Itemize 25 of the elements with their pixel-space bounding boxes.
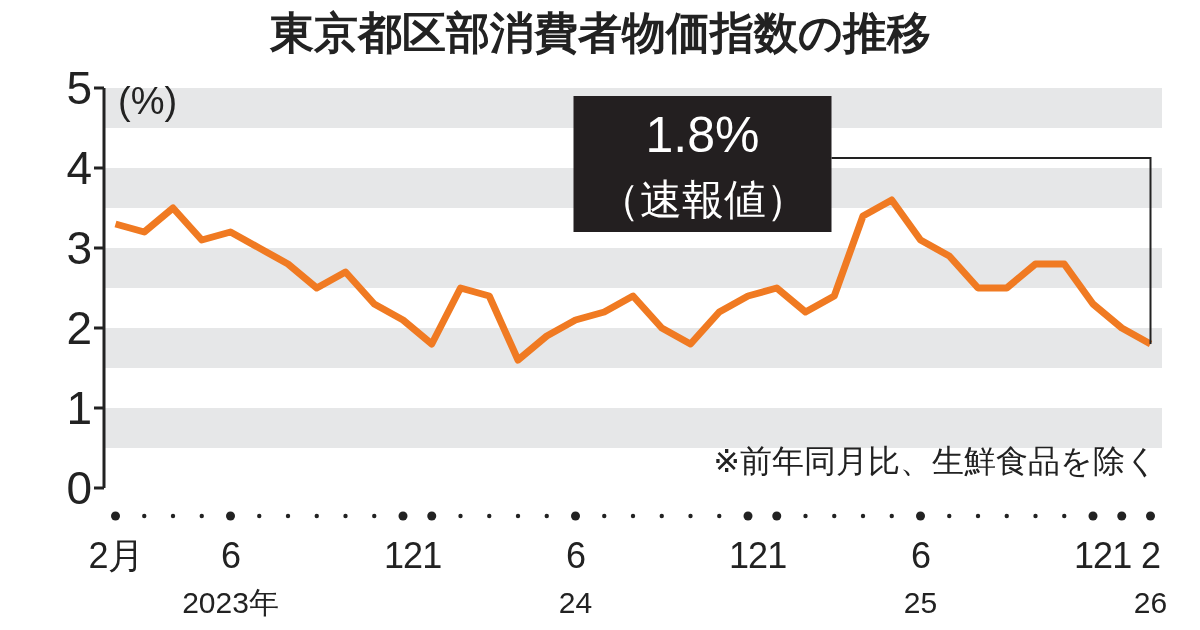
y-tick-label: 5 [66, 62, 92, 115]
x-tick-label: 2 [1140, 535, 1161, 576]
y-tick-label: 0 [66, 462, 92, 515]
text: 2023年 [181, 586, 280, 620]
x-tick-label: 1 [767, 535, 787, 576]
x-tick-label: 12 [728, 535, 768, 576]
x-tick-label: 12 [383, 535, 423, 576]
y-tick-label: 1 [66, 382, 92, 435]
annotation: ※前年同月比、生鮮食品を除く [713, 442, 1158, 481]
y-axis-title: (%) [118, 80, 178, 123]
annotation: 1.8% （速報値） [597, 107, 808, 223]
x-tick-label: 2月 [88, 535, 143, 576]
x-tick-label: 6 [565, 535, 586, 576]
x-tick-label: 12 [1073, 535, 1113, 576]
x-tick-label: 1 [422, 535, 442, 576]
x-tick-label: 6 [220, 535, 241, 576]
x-tick-label: 1 [1112, 535, 1132, 576]
chart-title: 東京都区部消費者物価指数の推移 [268, 7, 932, 59]
y-tick-label: 3 [66, 222, 92, 275]
text: 24 [557, 586, 594, 620]
text: 26 [1132, 586, 1169, 620]
x-tick-label: 6 [910, 535, 931, 576]
y-tick-label: 2 [66, 302, 92, 355]
y-tick-label: 4 [66, 142, 92, 195]
text: 25 [902, 586, 939, 620]
